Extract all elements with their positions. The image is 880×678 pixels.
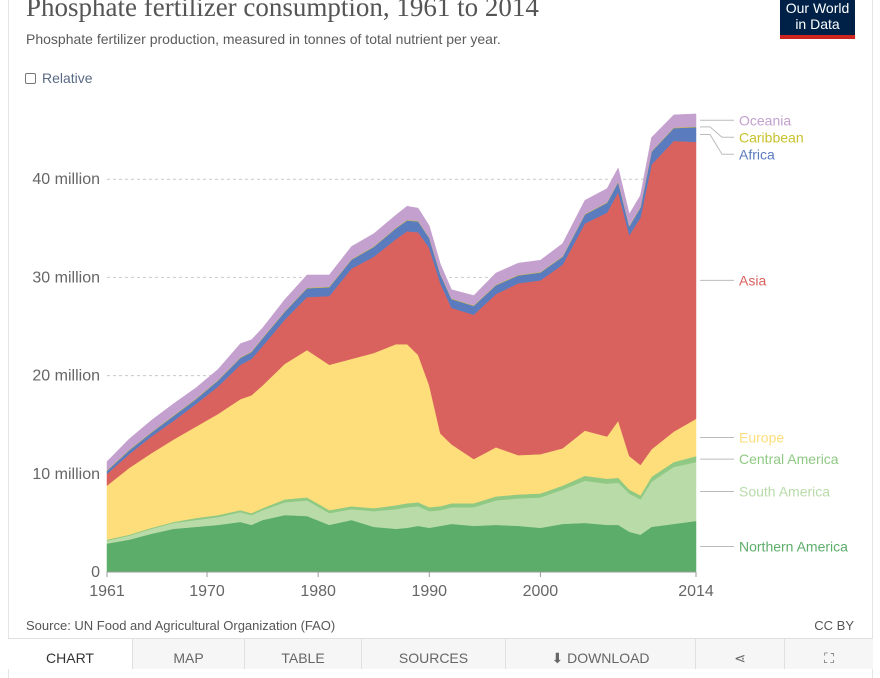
series-label-northern-america: Northern America [739,538,848,554]
y-tick-label: 0 [91,564,100,581]
tab-sources-label: SOURCES [398,650,469,666]
y-tick-label: 30 million [32,269,100,286]
area-oceania [106,113,697,471]
fullscreen-icon: ⛶ [824,650,834,666]
x-tick-label: 1970 [189,583,225,600]
tab-chart[interactable]: CHART [8,639,133,669]
series-label-oceania: Oceania [739,112,791,128]
label-leader-africa [700,134,734,155]
stacked-area-chart: 0 10 million 20 million 30 million 40 millio… [32,112,848,600]
y-tick-label: 20 million [32,368,100,385]
logo-line-1: Our World [785,0,850,16]
series-label-caribbean: Caribbean [739,129,804,145]
series-label-europe: Europe [739,429,784,445]
logo-line-2: in Data [795,16,840,32]
tab-map-label: MAP [173,650,204,666]
relative-checkbox[interactable] [25,72,36,84]
chart-title: Phosphate fertilizer consumption, 1961 t… [26,0,539,22]
tab-chart-label: CHART [46,650,94,666]
tab-map[interactable]: MAP [133,639,245,669]
download-icon: ⬇ [551,650,568,666]
license-badge[interactable]: CC BY [814,618,854,633]
x-tick-label: 2000 [523,583,559,600]
tab-table-label: TABLE [281,650,325,666]
tab-fullscreen[interactable]: ⛶ [785,639,873,669]
chart-subtitle: Phosphate fertilizer production, measure… [26,31,501,47]
tab-download-label: DOWNLOAD [567,650,650,666]
series-label-africa: Africa [739,146,775,162]
owid-logo[interactable]: Our World in Data [780,0,855,39]
x-tick-label: 1961 [89,583,125,600]
tab-share[interactable]: ⋖ [696,639,785,669]
y-tick-label: 40 million [32,171,100,188]
share-icon: ⋖ [734,650,746,666]
series-label-south-america: South America [739,483,830,499]
label-leader-caribbean [700,126,734,138]
y-tick-label: 10 million [32,466,100,483]
x-tick-label: 2014 [678,583,714,600]
series-label-asia: Asia [739,272,766,288]
relative-label: Relative [42,70,93,86]
chart-frame [8,0,873,678]
relative-toggle[interactable]: Relative [25,70,93,86]
x-tick-label: 1990 [411,583,447,600]
tab-sources[interactable]: SOURCES [362,639,506,669]
tab-table[interactable]: TABLE [245,639,362,669]
series-label-central-america: Central America [739,451,839,467]
chart-tabs: CHART MAP TABLE SOURCES ⬇ DOWNLOAD ⋖ ⛶ [8,638,873,669]
tab-download[interactable]: ⬇ DOWNLOAD [506,639,696,669]
source-note: Source: UN Food and Agricultural Organiz… [26,618,336,633]
x-tick-label: 1980 [300,583,336,600]
